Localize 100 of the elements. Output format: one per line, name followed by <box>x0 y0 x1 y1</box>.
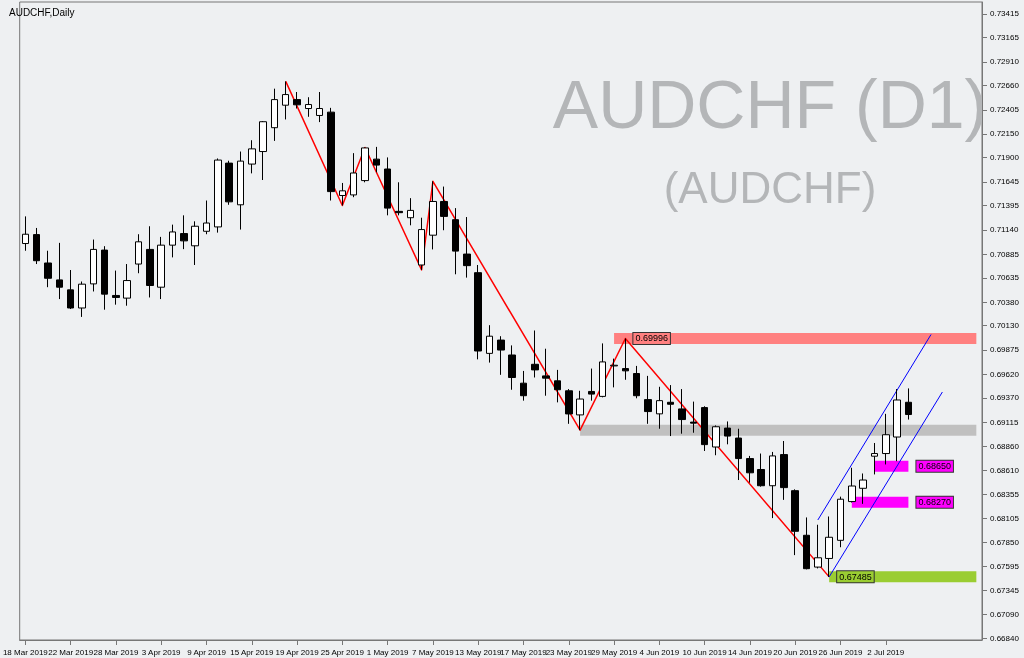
chart-title: AUDCHF,Daily <box>9 6 75 18</box>
candlestick <box>678 388 686 435</box>
candlestick <box>429 180 437 250</box>
x-tick-label: 29 May 2019 <box>590 647 638 657</box>
candlestick <box>656 386 663 430</box>
candlestick <box>305 96 312 118</box>
x-tick-label: 22 Mar 2019 <box>48 647 94 657</box>
y-tick-label: 0.70885 <box>990 249 1020 259</box>
data-label: 0.68270 <box>918 497 951 508</box>
y-tick-label: 0.69620 <box>990 369 1020 379</box>
candlestick <box>690 401 697 434</box>
candlestick <box>780 440 788 501</box>
candlestick <box>225 160 233 206</box>
candlestick <box>248 139 256 174</box>
candlestick <box>361 147 369 183</box>
x-tick-label: 13 May 2019 <box>455 647 502 657</box>
y-tick-label: 0.73165 <box>990 33 1020 43</box>
candlestick <box>814 524 822 569</box>
x-tick-label: 14 Jun 2019 <box>727 647 773 657</box>
candlestick <box>395 181 403 216</box>
y-tick-label: 0.72660 <box>990 81 1020 91</box>
x-tick-label: 25 Apr 2019 <box>320 647 365 657</box>
candlestick <box>22 215 29 252</box>
candlestick <box>599 342 606 398</box>
candlestick <box>497 335 505 376</box>
y-tick-label: 0.67595 <box>990 561 1020 571</box>
candlestick <box>633 365 640 399</box>
candlestick <box>418 217 425 271</box>
y-tick-label: 0.67090 <box>990 609 1020 619</box>
candlestick <box>237 151 244 231</box>
candlestick <box>56 242 63 300</box>
candlestick <box>486 324 493 364</box>
candlestick <box>724 420 731 445</box>
candlestick <box>610 358 618 388</box>
candlestick <box>837 496 844 548</box>
x-tick-label: 7 May 2019 <box>412 647 455 657</box>
candlestick <box>350 152 357 198</box>
x-tick-label: 4 Jun 2019 <box>639 647 680 657</box>
candlestick <box>882 413 890 465</box>
y-tick-label: 0.70380 <box>990 297 1020 307</box>
y-tick-label: 0.68105 <box>990 513 1020 523</box>
candlestick <box>757 453 765 488</box>
x-tick-label: 23 May 2019 <box>545 647 593 657</box>
annotation: (AUDCHF) <box>663 162 877 212</box>
candlestick <box>565 388 573 425</box>
candlestick <box>769 451 776 519</box>
y-tick-label: 0.68610 <box>990 465 1020 475</box>
candlestick <box>803 516 810 570</box>
candlestick <box>576 390 584 431</box>
candlestick <box>554 369 561 403</box>
x-tick-label: 26 Jun 2019 <box>818 647 864 657</box>
candlestick <box>327 107 335 202</box>
candlestick <box>452 207 459 275</box>
candlestick <box>474 264 482 360</box>
candlestick <box>531 329 539 378</box>
candlestick <box>180 214 188 250</box>
y-tick-label: 0.71395 <box>990 201 1020 211</box>
candlestick <box>169 224 176 258</box>
x-tick-label: 1 May 2019 <box>366 647 410 657</box>
x-tick-label: 19 Apr 2019 <box>275 647 320 657</box>
candlestick <box>44 250 52 288</box>
x-tick-label: 3 Apr 2019 <box>141 647 182 657</box>
candlestick <box>746 455 754 484</box>
candlestick <box>542 348 550 397</box>
candlestick <box>214 157 222 234</box>
candlestick <box>146 225 154 298</box>
candlestick <box>407 197 414 226</box>
candlestick <box>384 156 391 216</box>
y-tick-label: 0.70635 <box>990 273 1020 283</box>
candlestick <box>825 515 833 578</box>
candlestick <box>859 472 867 505</box>
candlestick <box>157 236 165 300</box>
candlestick <box>67 269 74 310</box>
data-label: 0.68650 <box>918 461 951 472</box>
candlestick <box>905 387 912 421</box>
candlestick <box>463 216 471 279</box>
candlestick <box>848 467 856 504</box>
candlestick <box>735 428 742 481</box>
y-tick-label: 0.66840 <box>990 633 1020 643</box>
candlestick <box>373 146 380 173</box>
candlestick <box>90 239 97 292</box>
candlestick <box>282 80 289 120</box>
candlestick <box>203 200 210 235</box>
candlestick <box>622 337 629 381</box>
candlestick <box>588 368 595 402</box>
y-tick-label: 0.72910 <box>990 57 1020 67</box>
candlestick <box>316 91 323 123</box>
candlestick <box>644 375 652 425</box>
candlestick <box>112 270 120 306</box>
candlestick <box>259 120 267 181</box>
x-tick-label: 2 Jul 2019 <box>867 647 905 657</box>
x-tick-label: 20 Jun 2019 <box>773 647 818 657</box>
candlestick <box>440 186 448 231</box>
y-tick-label: 0.69370 <box>990 393 1020 403</box>
y-tick-label: 0.71645 <box>990 177 1020 187</box>
y-tick-label: 0.73415 <box>990 9 1020 19</box>
x-tick-label: 18 Mar 2019 <box>2 647 49 657</box>
candlestick <box>893 388 901 462</box>
candlestick <box>33 227 40 265</box>
y-tick-label: 0.72405 <box>990 105 1020 115</box>
